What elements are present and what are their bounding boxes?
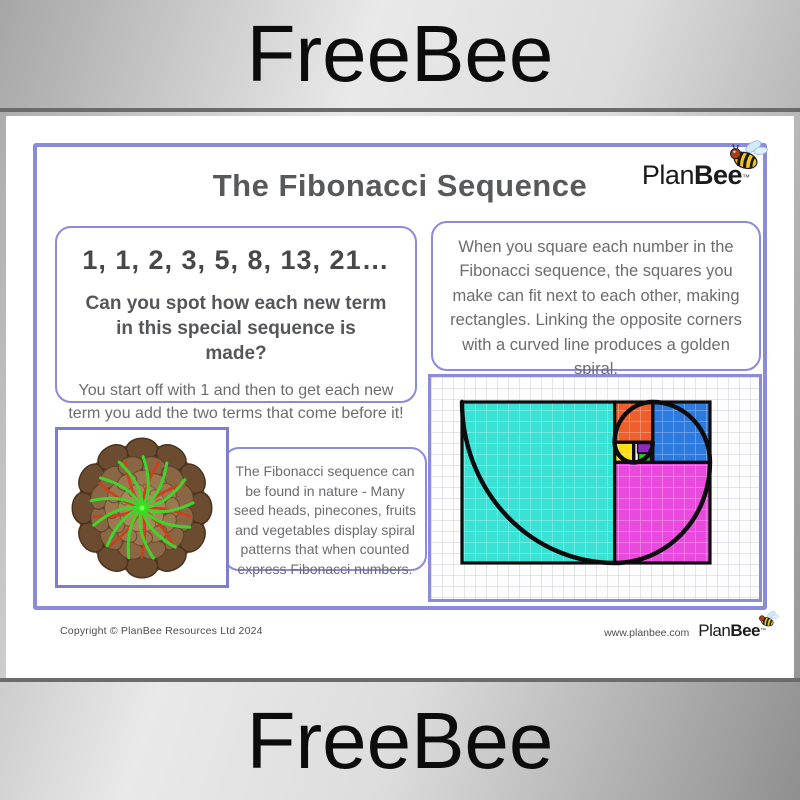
sequence-box: 1, 1, 2, 3, 5, 8, 13, 21… Can you spot h… bbox=[55, 226, 417, 422]
fibonacci-sequence-text: 1, 1, 2, 3, 5, 8, 13, 21… bbox=[82, 245, 390, 275]
footer-brand-bee-text: Bee bbox=[730, 621, 760, 640]
bee-icon bbox=[729, 140, 768, 170]
top-banner: FreeBee bbox=[0, 0, 800, 112]
website-text: www.planbee.com bbox=[604, 627, 690, 639]
nature-box: The Fibonacci sequence can be found in n… bbox=[223, 447, 427, 577]
page-title: The Fibonacci Sequence bbox=[212, 168, 588, 203]
pinecone-box bbox=[55, 427, 229, 588]
white-grid-overlay bbox=[462, 402, 710, 563]
copyright-text: Copyright © PlanBee Resources Ltd 2024 bbox=[60, 625, 263, 637]
golden-spiral-diagram bbox=[428, 374, 762, 602]
pinecone-image bbox=[71, 437, 213, 578]
squares-box: When you square each number in the Fibon… bbox=[431, 221, 761, 378]
fibonacci-squares-svg bbox=[431, 377, 759, 599]
golden-spiral-curve bbox=[459, 399, 713, 566]
freebee-top-text: FreeBee bbox=[246, 9, 554, 98]
footer-brand-plan-text: Plan bbox=[698, 621, 731, 640]
sequence-answer-text: You start off with 1 and then to get eac… bbox=[68, 382, 404, 422]
footer-planbee-logo: PlanBee™ bbox=[698, 611, 779, 641]
bee-icon bbox=[759, 611, 779, 627]
nature-box-text: The Fibonacci sequence can be found in n… bbox=[233, 463, 417, 577]
footer-trademark-symbol: ™ bbox=[760, 628, 766, 634]
planbee-logo: PlanBee™ bbox=[641, 140, 768, 191]
trademark-symbol: ™ bbox=[742, 173, 750, 182]
footer-brand-area: www.planbee.com PlanBee™ bbox=[604, 611, 779, 641]
brand-plan-text: Plan bbox=[641, 160, 695, 190]
bottom-banner: FreeBee bbox=[0, 678, 800, 800]
poster-border-frame bbox=[33, 143, 767, 610]
poster-page: The Fibonacci Sequence PlanBee™ 1, 1, 2,… bbox=[6, 116, 794, 678]
squares-box-text: When you square each number in the Fibon… bbox=[450, 238, 742, 379]
freebee-bottom-text: FreeBee bbox=[246, 696, 554, 785]
sequence-question-text: Can you spot how each new term in this s… bbox=[85, 293, 387, 365]
brand-bee-text: Bee bbox=[693, 160, 743, 190]
